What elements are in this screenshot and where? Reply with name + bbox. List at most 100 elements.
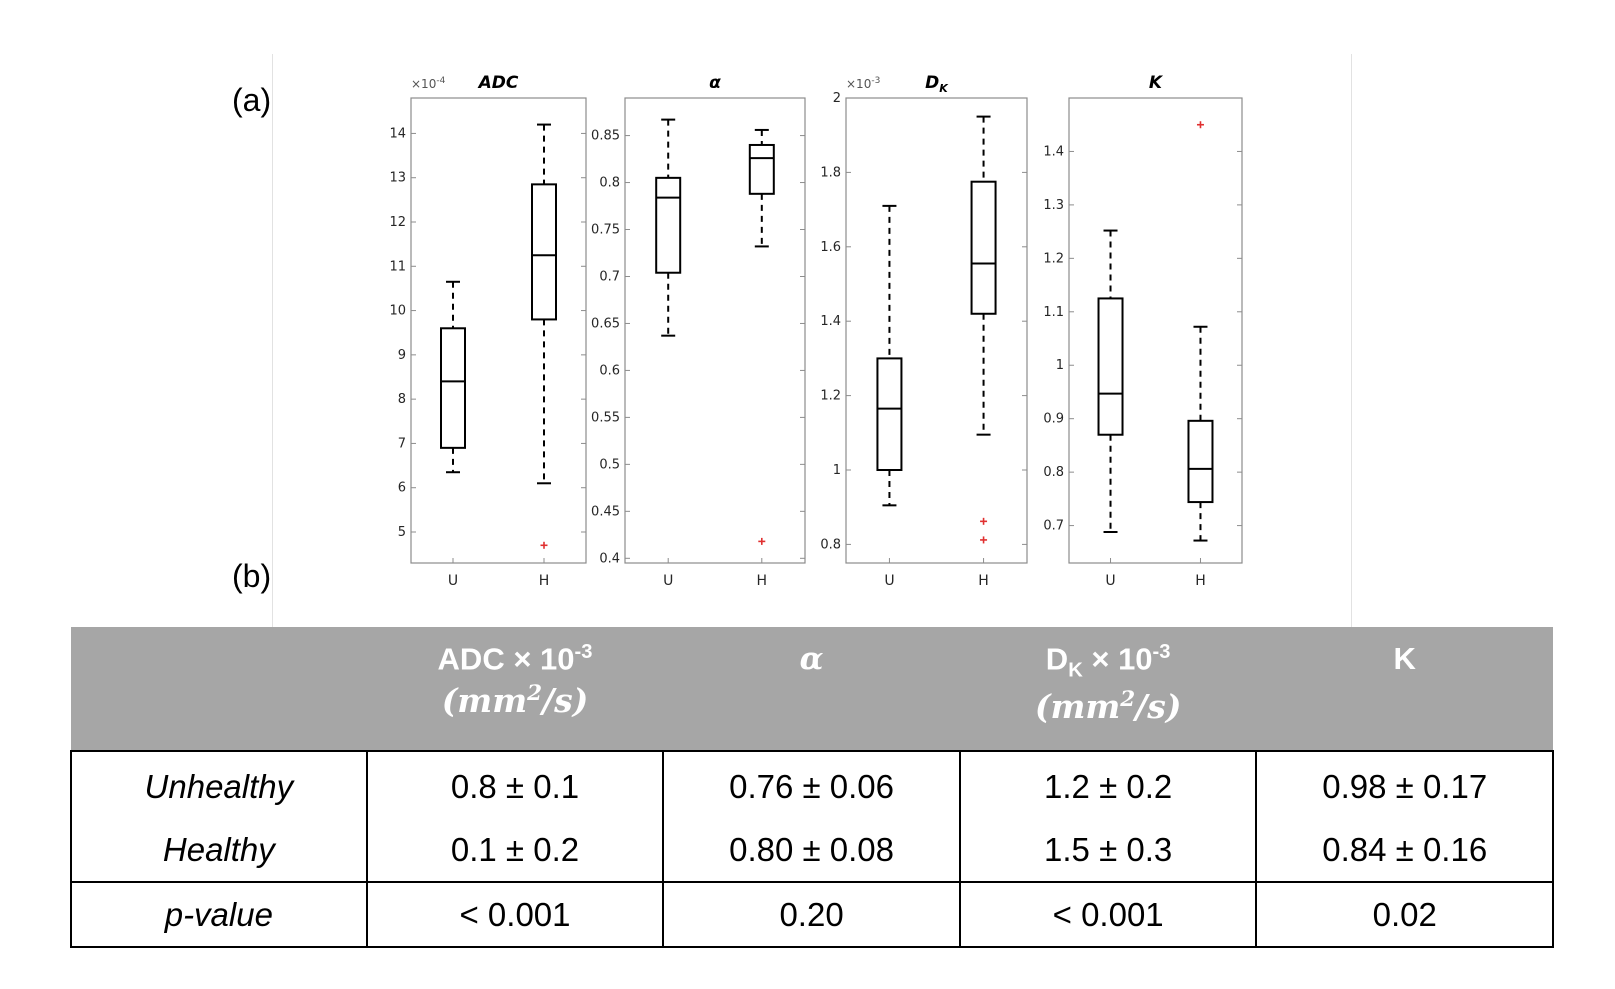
- y-tick-label: 1.8: [820, 165, 841, 180]
- x-category-label: U: [1105, 573, 1115, 589]
- x-category-label: H: [1195, 573, 1206, 589]
- y-tick-label: 0.55: [591, 410, 620, 425]
- row-label-healthy: Healthy: [70, 818, 368, 882]
- box-body: [1097, 297, 1124, 436]
- y-tick-label: 8: [398, 392, 406, 407]
- row-label-unhealthy: Unhealthy: [70, 750, 368, 818]
- y-tick-label: 1.3: [1043, 198, 1064, 213]
- header-dk-mid: × 10: [1082, 641, 1153, 677]
- table-row-healthy: Healthy 0.1 ± 0.2 0.80 ± 0.08 1.5 ± 0.3 …: [70, 818, 1554, 882]
- box-body: [1187, 419, 1214, 504]
- cell-pvalue-k: 0.02: [1255, 881, 1554, 948]
- y-tick-label: 1.4: [820, 314, 841, 329]
- box-body: [440, 327, 466, 449]
- axis-exponent-power: -4: [436, 76, 445, 86]
- y-tick-label: 1.2: [820, 389, 841, 404]
- cell-healthy-k: 0.84 ± 0.16: [1255, 818, 1554, 882]
- cell-unhealthy-adc: 0.8 ± 0.1: [365, 750, 665, 818]
- y-tick-label: 1: [833, 463, 841, 478]
- header-blank: [71, 627, 367, 751]
- header-dk-unit-power: 2: [1120, 686, 1136, 712]
- box-H: H: [1187, 121, 1214, 589]
- header-dk-subscript: K: [1068, 659, 1083, 682]
- box-body: [970, 180, 997, 315]
- y-tick-label: 6: [398, 481, 406, 496]
- y-tick-label: 11: [389, 259, 406, 274]
- x-category-label: H: [978, 573, 989, 589]
- axis-exponent: ×10-3: [846, 76, 880, 91]
- y-tick-label: 0.7: [599, 269, 620, 284]
- table-row-unhealthy: Unhealthy 0.8 ± 0.1 0.76 ± 0.06 1.2 ± 0.…: [70, 750, 1554, 818]
- table-header-row: ADC × 10-3 (mm2/s) α DK × 10-3 (mm2/s) K: [71, 627, 1553, 751]
- header-k-label: K: [1393, 641, 1416, 676]
- y-tick-label: 10: [389, 304, 406, 319]
- cell-unhealthy-dk: 1.2 ± 0.2: [958, 750, 1258, 818]
- y-tick-label: 0.9: [1043, 412, 1064, 427]
- y-tick-label: 0.65: [591, 316, 620, 331]
- y-tick-label: 0.75: [591, 223, 620, 238]
- header-dk-power: -3: [1152, 641, 1171, 663]
- header-k: K: [1256, 627, 1553, 751]
- box-U: U: [1097, 229, 1124, 589]
- plot-title: DK: [925, 73, 949, 95]
- box-H: H: [531, 123, 557, 589]
- y-tick-label: 12: [389, 215, 406, 230]
- y-tick-label: 1.4: [1043, 144, 1064, 159]
- box-body: [531, 183, 557, 321]
- y-tick-label: 14: [389, 126, 406, 141]
- plot-2: 0.8 1 1.2 1.4 1.6 1.8 2 DK ×10-3 U H: [820, 73, 1028, 589]
- table-row-pvalue: p-value < 0.001 0.20 < 0.001 0.02: [70, 881, 1554, 948]
- plot-title: K: [1149, 73, 1164, 93]
- y-tick-label: 0.45: [591, 504, 620, 519]
- header-adc-unit-tail: /s): [542, 681, 589, 721]
- outlier-marker: [540, 541, 548, 549]
- header-adc-power: -3: [574, 641, 593, 663]
- y-tick-label: 0.8: [820, 537, 841, 552]
- box-body: [876, 357, 903, 471]
- cell-healthy-alpha: 0.80 ± 0.08: [662, 818, 961, 882]
- panel-label-b: (b): [232, 558, 272, 594]
- header-dk: DK × 10-3 (mm2/s): [959, 627, 1257, 751]
- plot-3: 0.7 0.8 0.9 1 1.1 1.2 1.3 1.4 K U H: [1043, 73, 1243, 589]
- header-adc-unit: (mm2/s): [368, 681, 663, 720]
- plot-title: ADC: [477, 73, 519, 93]
- box-H: H: [748, 128, 775, 589]
- y-tick-label: 0.4: [599, 551, 620, 566]
- plot-title: α: [709, 73, 721, 93]
- header-dk-unit-text: (mm: [1034, 686, 1121, 726]
- cell-pvalue-adc: < 0.001: [365, 881, 665, 948]
- cell-pvalue-alpha: 0.20: [662, 881, 961, 948]
- header-dk-label: D: [1045, 641, 1069, 677]
- box-H: H: [970, 115, 997, 589]
- cell-unhealthy-k: 0.98 ± 0.17: [1255, 750, 1554, 818]
- header-adc-unit-power: 2: [527, 681, 543, 707]
- header-adc-label: ADC × 10: [437, 641, 575, 677]
- header-alpha: α: [663, 627, 960, 751]
- cell-healthy-dk: 1.5 ± 0.3: [958, 818, 1258, 882]
- x-category-label: U: [448, 573, 458, 589]
- y-tick-label: 0.6: [599, 363, 620, 378]
- y-tick-label: 1.2: [1043, 251, 1064, 266]
- axes-frame: [410, 97, 587, 564]
- x-category-label: H: [539, 573, 550, 589]
- y-tick-label: 7: [398, 436, 406, 451]
- statistics-table: ADC × 10-3 (mm2/s) α DK × 10-3 (mm2/s) K…: [70, 627, 1554, 948]
- box-U: U: [440, 280, 466, 589]
- outlier-marker: [758, 537, 766, 545]
- y-tick-label: 0.85: [591, 129, 620, 144]
- outlier-marker: [980, 517, 988, 525]
- x-category-label: U: [663, 573, 673, 589]
- header-dk-unit-tail: /s): [1135, 686, 1182, 726]
- outlier-marker: [980, 536, 988, 544]
- y-tick-label: 0.8: [1043, 465, 1064, 480]
- cell-healthy-adc: 0.1 ± 0.2: [365, 818, 665, 882]
- y-tick-label: 1.6: [820, 240, 841, 255]
- axes-frame: [845, 97, 1028, 564]
- x-category-label: U: [884, 573, 894, 589]
- axes-frame: [1068, 97, 1243, 564]
- row-label-pvalue: p-value: [70, 881, 368, 948]
- header-adc-unit-text: (mm: [441, 681, 528, 721]
- y-tick-label: 0.7: [1043, 519, 1064, 534]
- box-U: U: [876, 204, 903, 589]
